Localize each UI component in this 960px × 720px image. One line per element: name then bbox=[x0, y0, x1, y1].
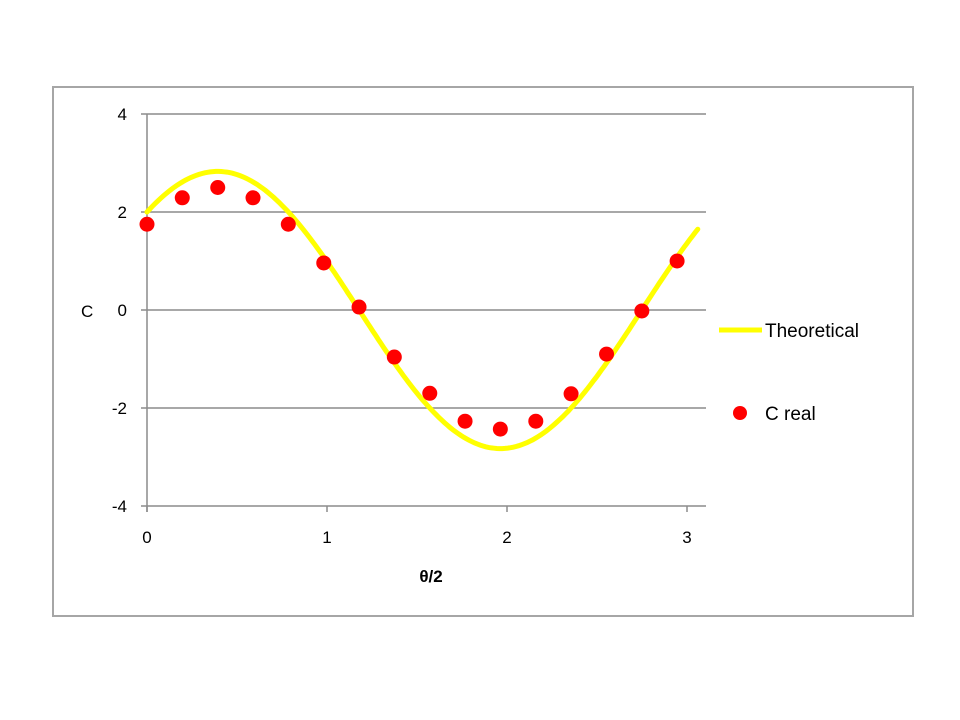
data-point[interactable] bbox=[563, 386, 579, 402]
legend-item-c-real[interactable]: C real bbox=[733, 404, 816, 425]
y-axis-title: C bbox=[81, 302, 93, 321]
data-point[interactable] bbox=[457, 413, 473, 429]
x-tick-label: 2 bbox=[502, 528, 511, 547]
data-point[interactable] bbox=[528, 413, 544, 429]
axes bbox=[146, 114, 688, 512]
data-point[interactable] bbox=[139, 216, 155, 232]
data-point[interactable] bbox=[174, 190, 190, 206]
tick-labels: 4 2 0 -2 -4 0 1 2 3 bbox=[112, 105, 692, 547]
theoretical-line bbox=[144, 168, 701, 452]
data-point[interactable] bbox=[669, 253, 685, 269]
data-point[interactable] bbox=[634, 303, 650, 319]
legend-item-theoretical[interactable]: Theoretical bbox=[719, 321, 859, 342]
x-tick-label: 3 bbox=[682, 528, 691, 547]
data-point[interactable] bbox=[422, 385, 438, 401]
x-tick-label: 1 bbox=[322, 528, 331, 547]
theoretical-series bbox=[144, 168, 701, 452]
y-tick-label: 4 bbox=[118, 105, 127, 124]
data-point[interactable] bbox=[351, 299, 367, 315]
legend-label-c-real: C real bbox=[765, 404, 816, 425]
x-tick-label: 0 bbox=[142, 528, 151, 547]
y-tick-label: 2 bbox=[118, 203, 127, 222]
data-point[interactable] bbox=[245, 190, 261, 206]
x-axis-title: θ/2 bbox=[419, 567, 442, 586]
y-tick-label: -4 bbox=[112, 497, 127, 516]
data-point[interactable] bbox=[316, 255, 332, 271]
data-point[interactable] bbox=[210, 180, 226, 195]
y-tick-label: -2 bbox=[112, 399, 127, 418]
y-tick-label: 0 bbox=[118, 301, 127, 320]
data-point[interactable] bbox=[386, 349, 402, 365]
data-point[interactable] bbox=[599, 346, 615, 362]
legend: Theoretical C real bbox=[719, 321, 859, 425]
c-real-series bbox=[139, 180, 685, 437]
data-point[interactable] bbox=[280, 216, 296, 232]
legend-dot-icon bbox=[733, 406, 747, 420]
legend-label-theoretical: Theoretical bbox=[765, 321, 859, 342]
data-point[interactable] bbox=[492, 421, 508, 437]
gridlines bbox=[141, 113, 706, 507]
